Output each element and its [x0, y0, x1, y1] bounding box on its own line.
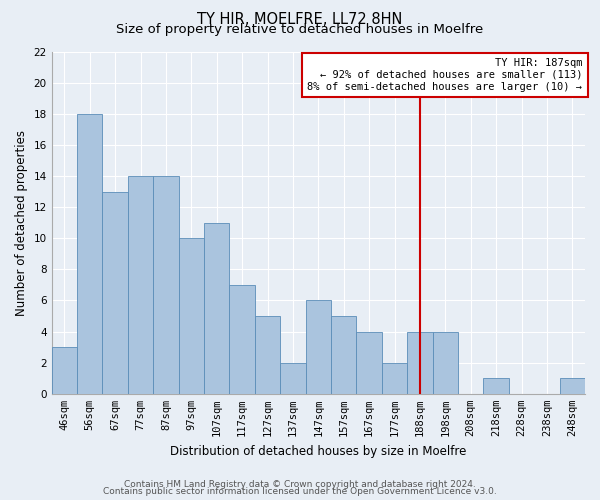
Bar [280, 362, 305, 394]
Bar [560, 378, 585, 394]
Bar [484, 378, 509, 394]
X-axis label: Distribution of detached houses by size in Moelfre: Distribution of detached houses by size … [170, 444, 467, 458]
Text: Size of property relative to detached houses in Moelfre: Size of property relative to detached ho… [116, 22, 484, 36]
Bar [255, 316, 280, 394]
Bar [356, 332, 382, 394]
Bar [77, 114, 103, 394]
Bar [331, 316, 356, 394]
Text: Contains HM Land Registry data © Crown copyright and database right 2024.: Contains HM Land Registry data © Crown c… [124, 480, 476, 489]
Text: TY HIR: 187sqm
← 92% of detached houses are smaller (113)
8% of semi-detached ho: TY HIR: 187sqm ← 92% of detached houses … [307, 58, 583, 92]
Bar [407, 332, 433, 394]
Bar [229, 285, 255, 394]
Bar [52, 347, 77, 394]
Text: TY HIR, MOELFRE, LL72 8HN: TY HIR, MOELFRE, LL72 8HN [197, 12, 403, 28]
Y-axis label: Number of detached properties: Number of detached properties [15, 130, 28, 316]
Bar [179, 238, 204, 394]
Bar [103, 192, 128, 394]
Bar [153, 176, 179, 394]
Bar [204, 222, 229, 394]
Text: Contains public sector information licensed under the Open Government Licence v3: Contains public sector information licen… [103, 487, 497, 496]
Bar [433, 332, 458, 394]
Bar [382, 362, 407, 394]
Bar [128, 176, 153, 394]
Bar [305, 300, 331, 394]
